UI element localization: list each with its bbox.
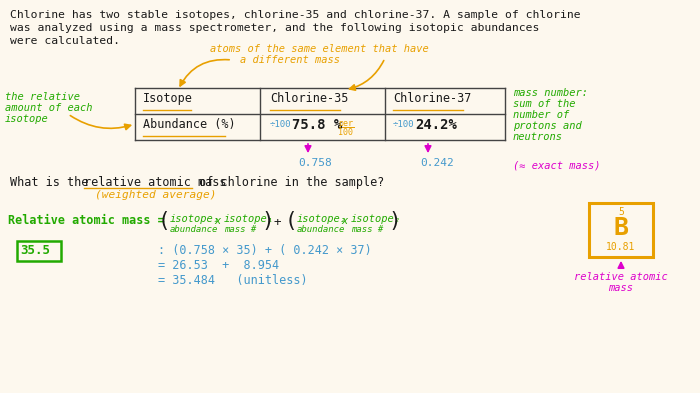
Text: a different mass: a different mass (240, 55, 340, 65)
Text: +: + (273, 216, 281, 229)
Text: number of: number of (513, 110, 569, 120)
Text: isotope: isotope (5, 114, 49, 124)
Text: What is the: What is the (10, 176, 95, 189)
Text: isotope₁: isotope₁ (224, 214, 274, 224)
Text: = 35.484   (unitless): = 35.484 (unitless) (158, 274, 307, 287)
Text: ): ) (388, 211, 400, 231)
Text: of chlorine in the sample?: of chlorine in the sample? (192, 176, 384, 189)
Text: mass: mass (608, 283, 634, 293)
Text: 75.8 %: 75.8 % (292, 118, 342, 132)
Text: 10.81: 10.81 (606, 242, 636, 252)
Text: the relative: the relative (5, 92, 80, 102)
Text: x: x (341, 216, 347, 226)
Text: mass #: mass # (224, 225, 256, 234)
Text: isotope₂: isotope₂ (297, 214, 347, 224)
FancyBboxPatch shape (589, 203, 653, 257)
Text: mass #: mass # (351, 225, 384, 234)
Text: Relative atomic mass =: Relative atomic mass = (8, 214, 164, 227)
Text: Chlorine-35: Chlorine-35 (270, 92, 349, 105)
Text: Abundance (%): Abundance (%) (143, 118, 236, 131)
Text: sum of the: sum of the (513, 99, 575, 109)
Text: ÷100: ÷100 (270, 120, 291, 129)
Text: mass number:: mass number: (513, 88, 588, 98)
Text: 24.2%: 24.2% (415, 118, 457, 132)
Text: abundance: abundance (170, 225, 218, 234)
Text: Isotope: Isotope (143, 92, 193, 105)
Text: relative atomic: relative atomic (574, 272, 668, 282)
Text: was analyzed using a mass spectrometer, and the following isotopic abundances: was analyzed using a mass spectrometer, … (10, 23, 540, 33)
Text: (: ( (158, 211, 171, 231)
Text: 0.242: 0.242 (420, 158, 454, 168)
Text: (weighted average): (weighted average) (95, 190, 216, 200)
Text: isotope₂: isotope₂ (351, 214, 401, 224)
FancyBboxPatch shape (17, 241, 61, 261)
Text: (: ( (285, 211, 298, 231)
Text: Chlorine-37: Chlorine-37 (393, 92, 471, 105)
Text: 0.758: 0.758 (298, 158, 332, 168)
Text: isotope₁: isotope₁ (170, 214, 220, 224)
Text: abundance: abundance (297, 225, 345, 234)
Text: 100: 100 (338, 128, 353, 137)
Text: Chlorine has two stable isotopes, chlorine-35 and chlorine-37. A sample of chlor: Chlorine has two stable isotopes, chlori… (10, 10, 580, 20)
Text: protons and: protons and (513, 121, 582, 131)
Text: ): ) (261, 211, 274, 231)
Text: ÷100: ÷100 (393, 120, 414, 129)
Text: x: x (214, 216, 220, 226)
Text: 35.5: 35.5 (20, 244, 50, 257)
Text: per: per (338, 119, 353, 128)
Text: neutrons: neutrons (513, 132, 563, 142)
Text: were calculated.: were calculated. (10, 36, 120, 46)
Text: B: B (613, 216, 629, 240)
Text: (≈ exact mass): (≈ exact mass) (513, 160, 601, 170)
Text: relative atomic mass: relative atomic mass (84, 176, 227, 189)
Text: atoms of the same element that have: atoms of the same element that have (210, 44, 428, 54)
Text: : (0.758 × 35) + ( 0.242 × 37): : (0.758 × 35) + ( 0.242 × 37) (158, 244, 372, 257)
Text: 5: 5 (618, 207, 624, 217)
Text: = 26.53  +  8.954: = 26.53 + 8.954 (158, 259, 279, 272)
Text: amount of each: amount of each (5, 103, 92, 113)
